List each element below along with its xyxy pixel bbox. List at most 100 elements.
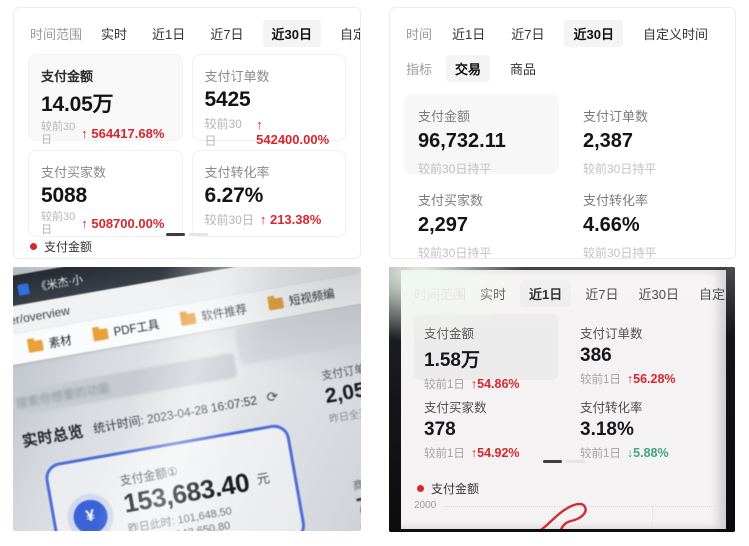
stat-value: 3.18% — [580, 419, 634, 440]
stat-card-pay-orders[interactable]: 支付订单数 5425 较前30日 ↑ 542400.00% — [191, 54, 346, 148]
stat-title: 支付金额 — [418, 109, 471, 124]
panel-top-right-dashboard: 时间 近1日 近7日 近30日 自定义时间 指标 交易 商品 支付金额 96,7… — [389, 7, 736, 259]
stat-card-conversion-rate[interactable]: 支付转化率 4.66% 较前30日持平 — [569, 178, 724, 258]
tab-trade-selected[interactable]: 交易 — [446, 55, 491, 82]
side-metric-pay-orders: 支付订单数① 2,051 昨日全天: 1,9 — [320, 356, 361, 425]
tab-last-7d[interactable]: 近7日 — [210, 27, 244, 42]
phone-bezel-left — [389, 267, 401, 532]
time-tabbar: 时间 近1日 近7日 近30日 自定义时间 — [406, 20, 714, 47]
stat-title: 支付金额 — [424, 327, 475, 341]
delta-up-value: ↑ 542400.00% — [256, 117, 330, 147]
delta-up-value: ↑56.28% — [626, 372, 676, 386]
chart-legend: 支付金额 — [30, 238, 92, 255]
side-metric-goods-visitors: 商品访客数 76,8 昨日全 — [352, 468, 361, 531]
photo-phone-dashboard: 时间范围 实时 近1日 近7日 近30日 自定义 支付金额 1.58万 较前1日… — [389, 267, 735, 532]
refresh-icon: ⟳ — [265, 387, 280, 406]
stat-title: 支付转化率 — [580, 401, 643, 415]
tab-custom-time[interactable]: 自定义时间 — [642, 27, 708, 42]
pager-dash-inactive[interactable] — [565, 460, 585, 463]
stat-card-pay-buyers[interactable]: 支付买家数 2,297 较前30日持平 — [404, 178, 559, 258]
stat-value: 2,297 — [418, 214, 469, 236]
stat-title: 支付买家数 — [424, 401, 487, 415]
compare-label: 较前1日 — [580, 448, 621, 460]
metric-label: 指标 — [406, 62, 433, 77]
tab-realtime[interactable]: 实时 — [480, 287, 507, 302]
stat-card-pay-orders[interactable]: 支付订单数 386 较前1日 ↑56.28% — [570, 314, 714, 386]
carousel-pager[interactable] — [542, 460, 585, 463]
compare-flat-label: 较前30日持平 — [583, 162, 657, 176]
tab-last-30d-selected[interactable]: 近30日 — [262, 20, 321, 47]
compare-label: 较前1日 — [424, 448, 465, 460]
carousel-pager[interactable] — [166, 233, 208, 236]
pager-dash-active[interactable] — [542, 460, 562, 463]
legend-label: 支付金额 — [44, 240, 93, 254]
tilted-screen-content: 《米杰·小 er/overview 素材 PDF工具 软件推荐 短视频编 搜索你… — [13, 267, 361, 531]
stat-card-pay-amount[interactable]: 支付金额 1.58万 较前1日 ↑54.86% — [414, 314, 558, 391]
stat-card-conversion-rate[interactable]: 支付转化率 3.18% 较前1日 ↓5.88% — [570, 388, 714, 460]
compare-label: 较前30日 — [204, 213, 254, 227]
stat-value: 4.66% — [583, 214, 640, 236]
delta-up-value: ↑ 508700.00% — [81, 216, 165, 232]
legend-dot-icon — [417, 485, 424, 492]
stat-value: 6.27% — [204, 184, 264, 207]
tab-last-1d-selected[interactable]: 近1日 — [520, 280, 572, 307]
stat-card-grid: 支付金额 1.58万 较前1日 ↑54.86% 支付订单数 386 较前1日 ↑… — [414, 314, 714, 460]
stat-value: 378 — [424, 419, 456, 440]
panel-top-left-dashboard: 时间范围 实时 近1日 近7日 近30日 自定义 支付金额 14.05万 较前3… — [13, 7, 361, 259]
tab-goods[interactable]: 商品 — [510, 62, 537, 77]
time-range-tabbar: 时间范围 实时 近1日 近7日 近30日 自定义 — [30, 20, 360, 47]
stat-title: 支付金额 — [41, 69, 94, 84]
compare-label: 较前1日 — [580, 374, 621, 386]
compare-flat-label: 较前30日持平 — [418, 246, 492, 259]
tab-last-30d[interactable]: 近30日 — [638, 287, 679, 302]
compare-label: 较前30日 — [204, 117, 242, 148]
browser-tab-favicon — [17, 282, 30, 296]
time-label: 时间 — [406, 27, 433, 42]
tab-custom[interactable]: 自定义 — [339, 27, 360, 42]
browser-tab-title: 《米杰·小 — [34, 273, 84, 294]
time-range-label: 时间范围 — [414, 287, 467, 302]
phone-bezel-right — [726, 267, 735, 532]
moneybag-icon: ¥ — [63, 490, 118, 531]
pager-dash-active[interactable] — [166, 233, 185, 236]
bookmark-folder: 素材 — [27, 332, 73, 355]
folder-icon — [267, 296, 285, 311]
tab-last-30d-selected[interactable]: 近30日 — [564, 20, 623, 47]
tab-last-1d[interactable]: 近1日 — [452, 27, 486, 42]
delta-down-value: ↓5.88% — [626, 446, 669, 460]
stat-value: 5088 — [41, 184, 87, 207]
stat-card-pay-orders[interactable]: 支付订单数 2,387 较前30日持平 — [569, 94, 724, 176]
stat-value: 1.58万 — [424, 350, 480, 371]
tab-last-7d[interactable]: 近7日 — [585, 287, 619, 302]
chart-legend: 支付金额 — [417, 480, 479, 497]
delta-up-value: ↑ 213.38% — [259, 212, 322, 227]
stat-value: 14.05万 — [41, 93, 114, 116]
compare-flat-label: 较前30日持平 — [418, 162, 492, 176]
stat-unit: 元 — [255, 470, 271, 488]
stat-card-pay-amount[interactable]: 支付金额 96,732.11 较前30日持平 — [404, 94, 559, 176]
stat-title: 支付订单数 — [204, 69, 270, 84]
url-fragment: er/overview — [13, 303, 71, 328]
bookmark-folder: 软件推荐 — [179, 301, 248, 328]
tab-last-7d[interactable]: 近7日 — [511, 27, 545, 42]
metric-tabbar: 指标 交易 商品 — [406, 55, 542, 82]
legend-dot-icon — [30, 243, 37, 250]
tab-realtime[interactable]: 实时 — [101, 27, 128, 42]
bookmark-folder: 短视频编 — [267, 285, 336, 312]
delta-up-value: ↑54.92% — [470, 446, 520, 460]
tab-last-1d[interactable]: 近1日 — [152, 27, 186, 42]
stat-card-pay-buyers[interactable]: 支付买家数 5088 较前30 日 ↑ 508700.00% — [28, 150, 183, 237]
stat-card-grid: 支付金额 96,732.11 较前30日持平 支付订单数 2,387 较前30日… — [404, 94, 724, 258]
stat-card-pay-amount[interactable]: 支付金额 14.05万 较前30 日 ↑ 564417.68% — [28, 54, 183, 146]
phone-screen: 时间范围 实时 近1日 近7日 近30日 自定义 支付金额 1.58万 较前1日… — [401, 270, 726, 529]
legend-label: 支付金额 — [431, 482, 480, 496]
tab-custom[interactable]: 自定义 — [698, 287, 726, 302]
bookmark-folder: PDF工具 — [92, 316, 161, 343]
stat-card-conversion-rate[interactable]: 支付转化率 6.27% 较前30日 ↑ 213.38% — [191, 150, 346, 237]
stat-card-pay-buyers[interactable]: 支付买家数 378 较前1日 ↑54.92% — [414, 388, 558, 460]
pager-dash-inactive[interactable] — [189, 233, 208, 236]
stat-value: 5425 — [204, 88, 251, 111]
stat-title: 支付订单数 — [583, 109, 649, 124]
